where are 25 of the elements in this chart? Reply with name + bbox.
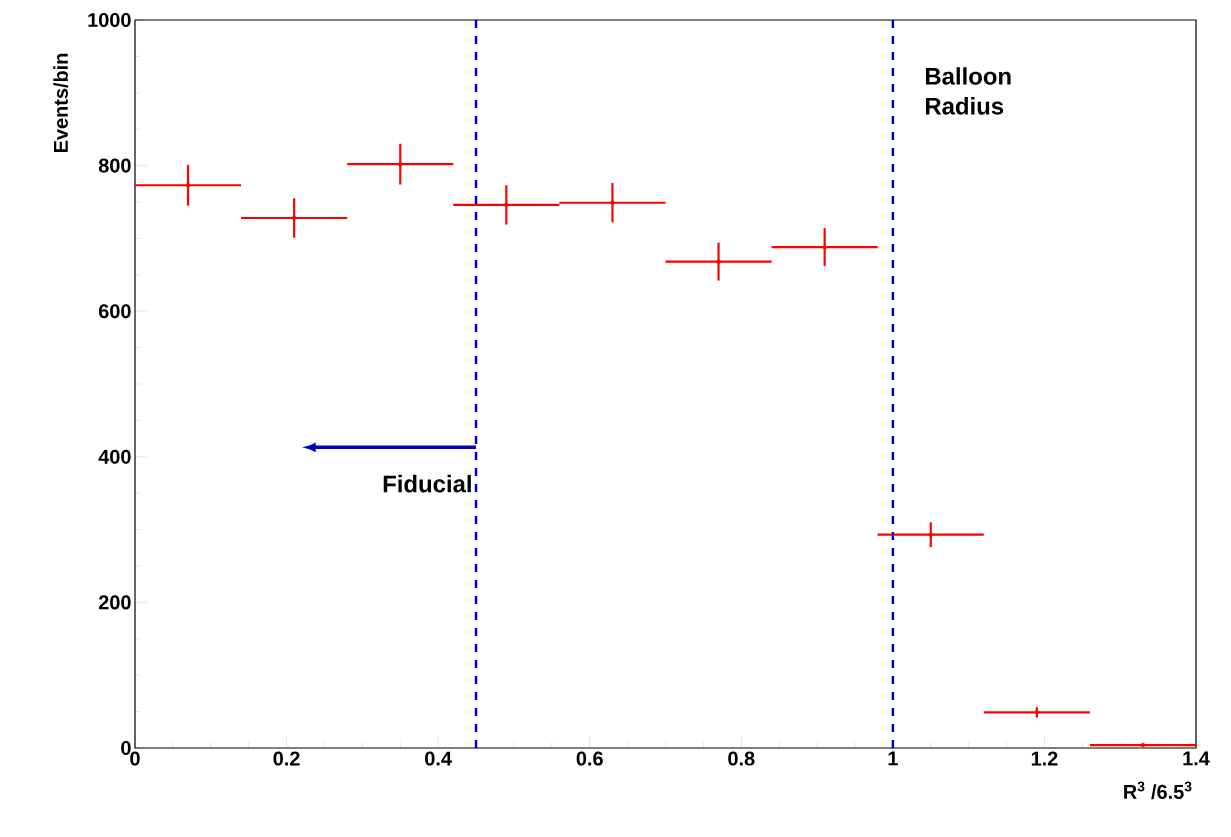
point <box>610 200 615 205</box>
y-tick-label: 600 <box>98 304 131 319</box>
ref-line-label: Fiducial <box>383 474 471 493</box>
point <box>504 202 509 208</box>
point <box>716 259 721 264</box>
y-tick-label: 800 <box>98 158 131 173</box>
x-tick-label: 1.4 <box>1183 751 1210 766</box>
x-tick-label: 0.2 <box>273 751 300 766</box>
ref-line-label: Balloon Radius <box>925 67 1011 115</box>
y-axis-title: Events/bin <box>53 53 69 153</box>
x-tick-label: 0.4 <box>425 751 452 766</box>
x-tick-label: 1 <box>888 751 898 766</box>
point <box>398 161 403 167</box>
point <box>822 244 827 250</box>
y-tick-label: 400 <box>98 449 131 464</box>
x-tick-label: 1.2 <box>1031 751 1058 766</box>
y-tick-label: 1000 <box>88 12 131 28</box>
x-axis-title: R$^{3}$ /6.5$^{3}$ <box>1124 781 1192 800</box>
point <box>291 215 297 221</box>
point <box>928 532 933 537</box>
point <box>185 183 191 188</box>
x-tick-label: 0.6 <box>576 751 603 766</box>
x-tick-label: 0.8 <box>728 751 755 766</box>
y-tick-label: 200 <box>98 595 131 610</box>
y-tick-label: 0 <box>121 740 131 756</box>
